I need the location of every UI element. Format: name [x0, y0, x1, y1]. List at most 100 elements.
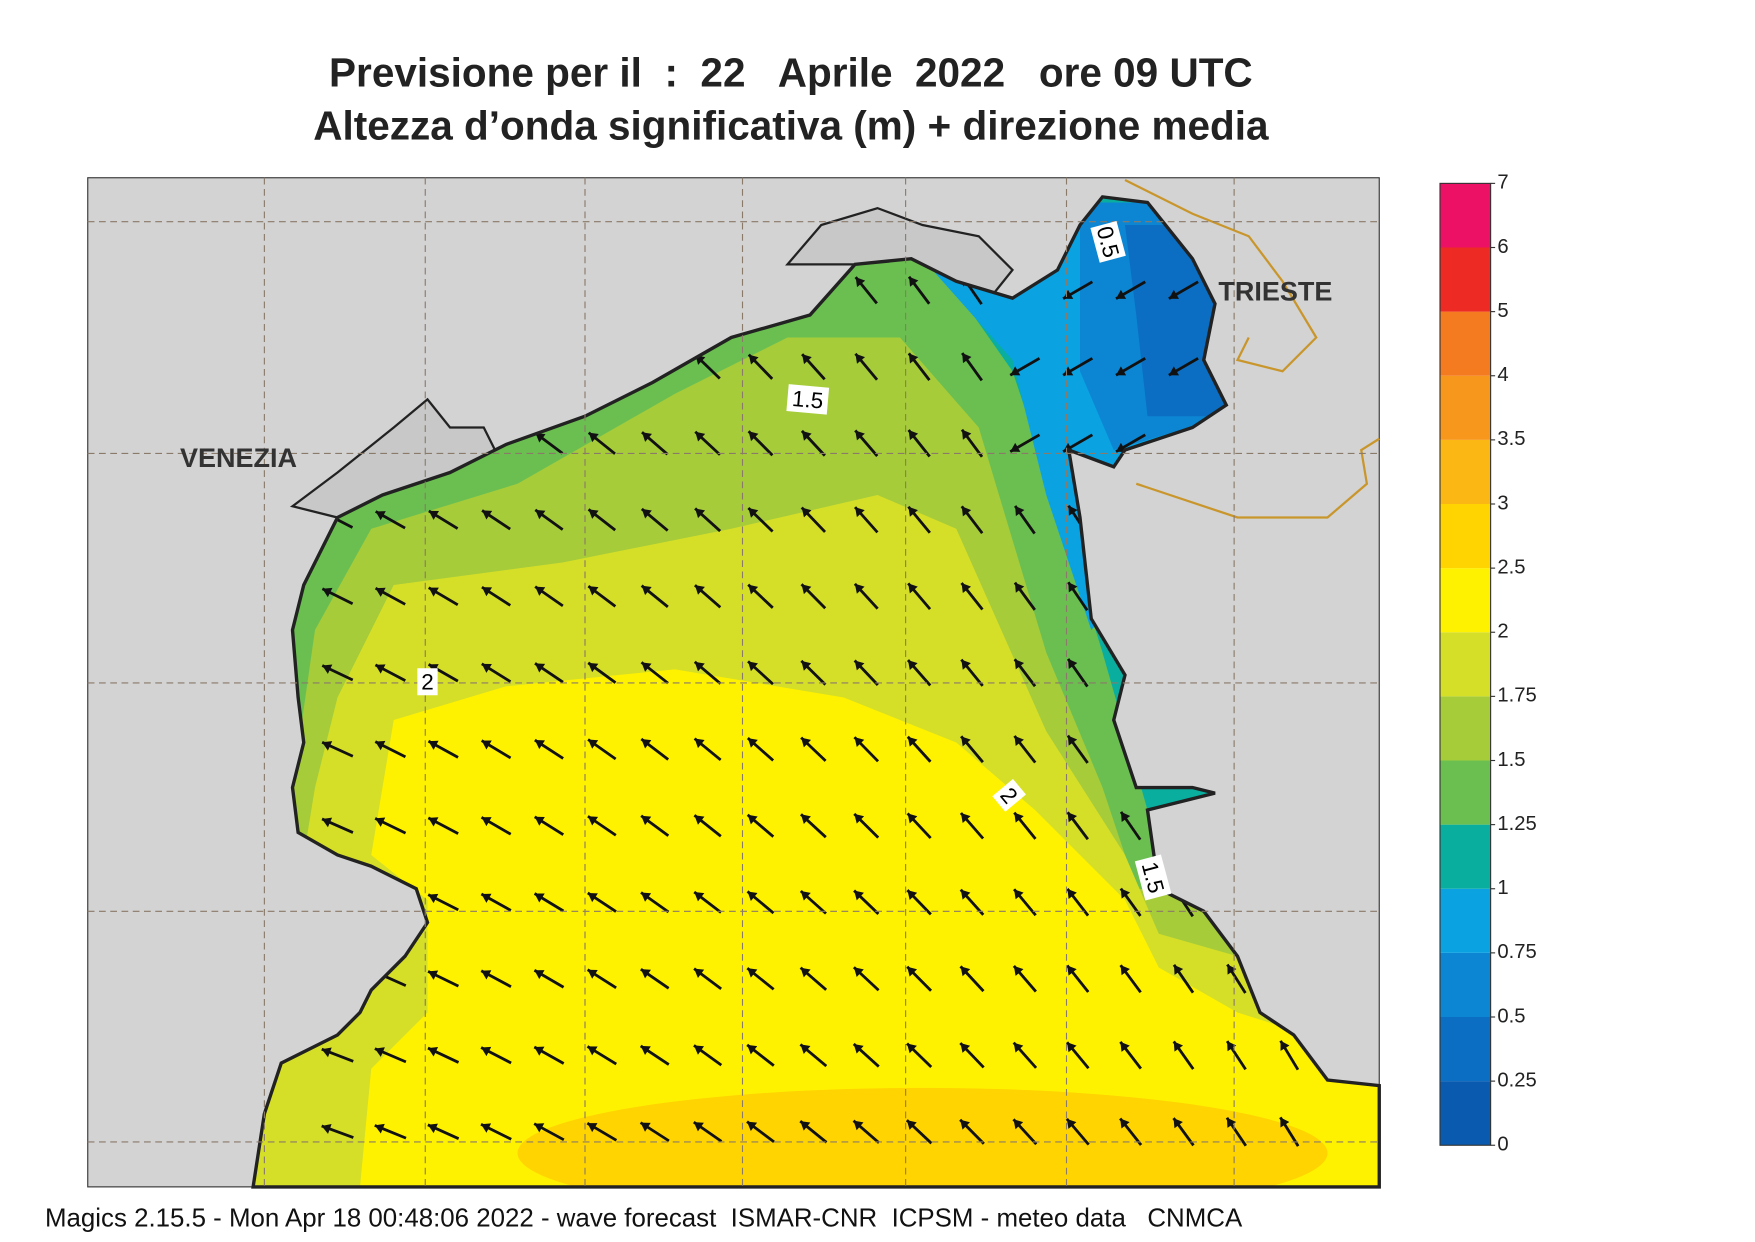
- arrow-head: [1013, 1119, 1024, 1130]
- arrow-head: [694, 738, 705, 749]
- arrow-head: [1014, 735, 1024, 746]
- colorbar-swatch: [1440, 183, 1491, 248]
- arrow-head: [1121, 811, 1131, 822]
- arrow-head: [908, 430, 919, 441]
- arrow-head: [1068, 658, 1078, 670]
- arrow-head: [1120, 1041, 1130, 1052]
- arrow-head: [640, 1045, 651, 1056]
- arrow-head: [800, 1121, 811, 1131]
- arrow-head: [1068, 505, 1078, 516]
- arrow-head: [428, 817, 439, 827]
- arrow-head: [1116, 366, 1127, 376]
- arrow-head: [1013, 1042, 1024, 1053]
- arrow-head: [322, 587, 333, 598]
- arrow-head: [748, 661, 758, 672]
- arrow-head: [854, 890, 864, 901]
- arrow-head: [800, 1044, 811, 1054]
- arrow-head: [747, 738, 758, 748]
- arrow-head: [801, 430, 812, 441]
- arrow-head: [535, 433, 546, 443]
- colorbar-swatch: [1440, 888, 1491, 953]
- arrow-head: [748, 584, 759, 595]
- arrow-head: [961, 659, 971, 670]
- arrow-head: [961, 429, 972, 440]
- footer: Magics 2.15.5 - Mon Apr 18 00:48:06 2022…: [45, 1204, 1243, 1232]
- arrow-head: [748, 354, 759, 365]
- title: Previsione per il : 22 Aprile 2022 ore 0…: [329, 50, 1253, 96]
- colorbar-swatch: [1440, 952, 1491, 1017]
- arrow-head: [641, 815, 652, 826]
- arrow-head: [375, 740, 386, 751]
- contour-label: 1.5: [791, 386, 824, 414]
- arrow-head: [1280, 1117, 1290, 1128]
- arrow-head: [322, 741, 333, 751]
- arrow-head: [481, 1123, 492, 1133]
- arrow-head: [748, 431, 759, 442]
- arrow-head: [1168, 289, 1180, 299]
- contour-labels: 0.5 1.5 2 2 1.5: [417, 220, 1172, 901]
- arrow-head: [747, 1121, 758, 1131]
- arrow-head: [800, 814, 811, 825]
- arrow-head: [641, 508, 652, 519]
- arrow-head: [374, 1047, 385, 1057]
- arrow-head: [961, 582, 972, 594]
- arrow-head: [587, 1046, 598, 1056]
- arrow-head: [1063, 366, 1074, 376]
- arrow-head: [588, 432, 599, 443]
- colorbar-swatch: [1440, 439, 1491, 504]
- arrow-head: [1066, 1118, 1077, 1129]
- arrow-head: [800, 967, 811, 978]
- arrow-head: [748, 507, 759, 518]
- arrow-head: [641, 739, 652, 749]
- arrow-head: [855, 353, 866, 364]
- arrow-head: [907, 736, 918, 747]
- arrow-head: [801, 584, 812, 595]
- arrow-head: [375, 511, 386, 521]
- arrow-head: [906, 1120, 917, 1130]
- arrow-head: [907, 1043, 917, 1054]
- arrow-head: [534, 970, 545, 980]
- label-box: [1090, 220, 1126, 263]
- arrow-head: [482, 510, 493, 520]
- colorbar-swatch: [1440, 247, 1491, 312]
- arrow-head: [853, 967, 864, 977]
- arrow-head: [1067, 812, 1078, 823]
- label-box: [417, 668, 438, 696]
- place-label: VENEZIA: [180, 443, 297, 473]
- arrow-head: [1067, 965, 1077, 976]
- arrow-head: [1168, 366, 1180, 376]
- arrow-head: [694, 891, 705, 902]
- arrow-head: [907, 966, 918, 977]
- colorbar-label: 1.75: [1497, 685, 1536, 707]
- arrow-head: [1173, 1118, 1183, 1129]
- arrow-head: [641, 662, 652, 672]
- arrow-head: [801, 507, 812, 518]
- arrow-head: [1015, 505, 1025, 517]
- arrow-head: [1068, 582, 1078, 593]
- arrow-head: [481, 817, 492, 827]
- band-250: [517, 1087, 1328, 1187]
- arrow-head: [587, 816, 599, 826]
- place-label: TRIESTE: [1218, 276, 1332, 306]
- colorbar-label: 4: [1497, 364, 1508, 386]
- colorbar-frame: [1439, 182, 1492, 1146]
- arrow-head: [321, 1047, 332, 1058]
- colorbar-label: 5: [1497, 300, 1508, 322]
- arrow-head: [695, 431, 706, 442]
- arrow-head: [375, 664, 386, 674]
- arrow-head: [1063, 289, 1074, 299]
- direction-arrows: [321, 275, 1300, 1147]
- arrow-head: [1014, 889, 1024, 900]
- arrow-head: [641, 432, 652, 442]
- arrow-head: [800, 891, 811, 901]
- arrow-head: [1120, 888, 1131, 899]
- arrow-head: [428, 510, 439, 520]
- arrow-head: [908, 583, 918, 594]
- arrow-head: [1226, 1117, 1237, 1128]
- arrow-head: [1013, 965, 1024, 976]
- arrow-head: [428, 740, 439, 750]
- arrow-head: [481, 663, 492, 673]
- arrow-head: [960, 813, 971, 823]
- colorbar-label: 1.5: [1497, 749, 1525, 771]
